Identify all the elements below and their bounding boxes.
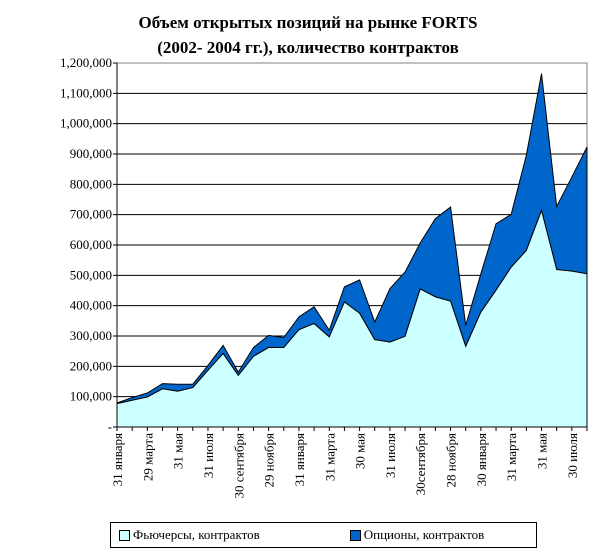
legend-item-options: Опционы, контрактов [349, 527, 485, 543]
legend: Фьючерсы, контрактов Опционы, контрактов [110, 522, 537, 548]
y-tick-label: 600,000 [70, 237, 112, 252]
x-tick-label: 31 мая [171, 433, 186, 469]
x-tick-label: 30 сентября [231, 433, 246, 499]
x-tick-label: 29 ноября [262, 433, 277, 488]
chart-plot: - 100,000 200,000 300,000 400,000 500,000 600,… [60, 55, 588, 499]
y-tick-label: 200,000 [70, 358, 112, 373]
legend-swatch-options [349, 529, 361, 541]
x-tick-label: 31 июля [383, 433, 398, 478]
y-tick-label: 100,000 [70, 389, 112, 404]
x-tick-label: 31 мая [535, 433, 550, 469]
y-tick-label: 1,000,000 [60, 116, 112, 131]
x-tick-label: 31 июля [201, 433, 216, 478]
y-tick-label: 800,000 [70, 176, 112, 191]
x-tick-label: 31 марта [322, 433, 337, 481]
x-tick-label: 30 июля [565, 433, 580, 478]
x-tick-label: 30сентября [413, 433, 428, 495]
y-tick-label: 300,000 [70, 328, 112, 343]
y-tick-label: - [108, 419, 112, 434]
chart-title-line2: (2002- 2004 гг.), количество контрактов [157, 38, 459, 57]
y-tick-label: 900,000 [70, 146, 112, 161]
y-tick-label: 1,200,000 [60, 55, 112, 70]
x-tick-label: 29 марта [140, 433, 155, 481]
area-series-futures [116, 208, 588, 428]
chart-title: Объем открытых позиций на рынке FORTS (2… [0, 10, 616, 60]
chart-title-line1: Объем открытых позиций на рынке FORTS [138, 13, 478, 32]
legend-item-futures: Фьючерсы, контрактов [119, 527, 260, 543]
y-tick-label: 400,000 [70, 298, 112, 313]
y-tick-label: 500,000 [70, 267, 112, 282]
x-tick-label: 31 января [292, 433, 307, 486]
y-tick-label: 1,100,000 [60, 85, 112, 100]
x-tick-label: 31 января [110, 433, 125, 486]
x-tick-label: 30 мая [353, 433, 368, 469]
x-tick-label: 31 марта [504, 433, 519, 481]
legend-swatch-futures [119, 529, 130, 541]
legend-label-futures: Фьючерсы, контрактов [133, 527, 260, 542]
x-tick-label: 28 ноября [444, 433, 459, 488]
x-tick-label: 30 января [474, 433, 489, 486]
y-tick-label: 700,000 [70, 207, 112, 222]
legend-label-options: Опционы, контрактов [363, 527, 485, 542]
